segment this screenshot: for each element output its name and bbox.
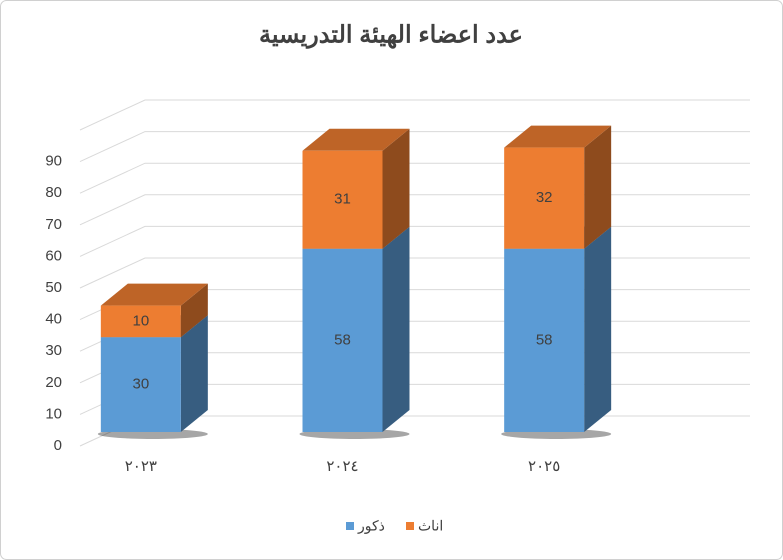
y-tick-label: 20 xyxy=(45,374,62,391)
x-tick-label: ٢٠٢٤ xyxy=(326,458,358,475)
bar xyxy=(100,305,181,338)
legend-label: اناث xyxy=(418,518,443,534)
legend-item: ذكور xyxy=(346,518,385,535)
bar-side xyxy=(180,283,208,338)
x-tick-label: ٢٠٢٣ xyxy=(125,458,157,475)
value-label: 30 xyxy=(132,376,149,393)
y-tick-label: 0 xyxy=(54,437,62,454)
value-label: 32 xyxy=(536,189,553,206)
y-tick-label: 50 xyxy=(45,279,62,296)
y-tick-label: 70 xyxy=(45,216,62,233)
y-tick-label: 30 xyxy=(45,342,62,359)
value-label: 10 xyxy=(132,312,149,329)
bar-side xyxy=(180,315,208,432)
y-tick-label: 80 xyxy=(45,184,62,201)
bar-top xyxy=(100,283,208,306)
legend-label: ذكور xyxy=(357,518,385,535)
bar xyxy=(504,147,585,249)
chart-title: عدد اعضاء الهيئة التدريسية xyxy=(259,21,523,49)
bar-side xyxy=(584,125,612,249)
bar-top xyxy=(302,128,410,151)
y-tick-label: 10 xyxy=(45,405,62,422)
bar xyxy=(302,150,383,249)
y-tick-label: 60 xyxy=(45,247,62,264)
bar xyxy=(504,248,585,432)
bar-side xyxy=(584,226,612,432)
value-label: 31 xyxy=(334,191,351,208)
grid-line xyxy=(79,99,750,131)
value-label: 58 xyxy=(536,331,553,348)
bar-side xyxy=(382,226,410,432)
bar-side xyxy=(382,128,410,249)
legend-swatch xyxy=(406,522,414,530)
bar xyxy=(100,337,181,432)
bar-top xyxy=(504,125,612,148)
x-tick-label: ٢٠٢٥ xyxy=(528,458,560,475)
legend-item: اناث xyxy=(406,518,443,534)
y-tick-label: 40 xyxy=(45,311,62,328)
y-tick-label: 90 xyxy=(45,153,62,170)
legend-swatch xyxy=(346,522,354,530)
value-label: 58 xyxy=(334,331,351,348)
bar xyxy=(302,248,383,432)
